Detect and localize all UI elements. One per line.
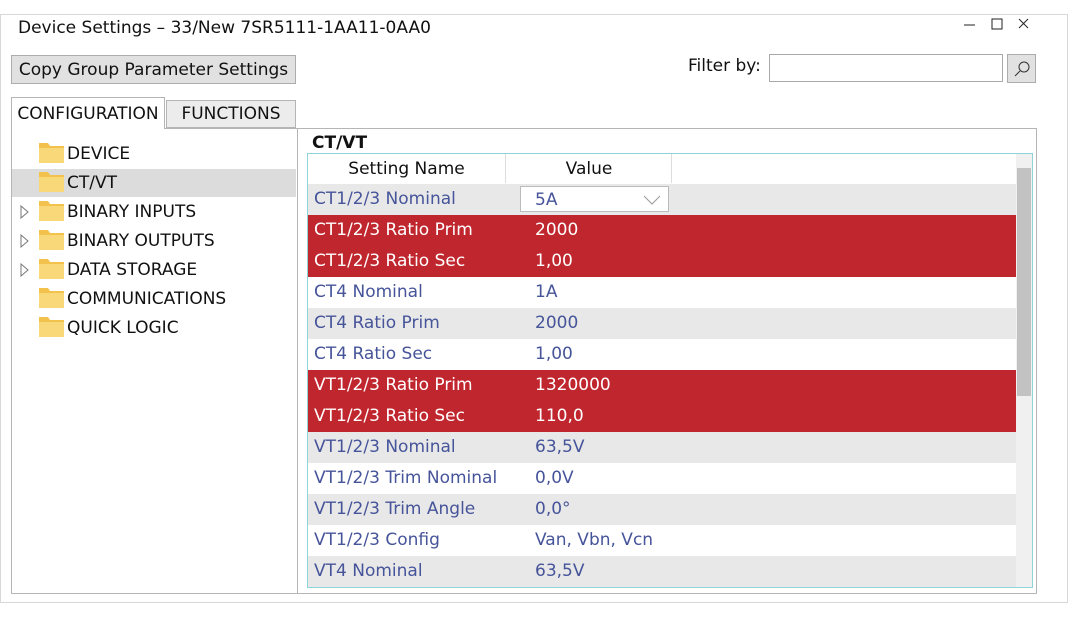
setting-value: 63,5V <box>535 561 585 581</box>
grid-row[interactable]: CT1/2/3 Nominal 5A <box>308 184 1016 215</box>
column-header[interactable]: Value <box>507 154 672 183</box>
expand-arrow[interactable] <box>20 205 30 219</box>
setting-value: 1,00 <box>535 251 573 271</box>
column-header[interactable]: Setting Name <box>308 154 506 183</box>
panel-title: CT/VT <box>312 133 368 153</box>
search-icon <box>1014 61 1029 76</box>
value-dropdown[interactable]: 5A <box>520 186 669 212</box>
grid-row[interactable]: VT1/2/3 Trim Nominal 0,0V <box>308 463 1016 494</box>
tab[interactable]: CONFIGURATION <box>11 97 165 129</box>
window-frame <box>0 14 1068 603</box>
setting-value: 1320000 <box>535 375 611 395</box>
scrollbar-thumb[interactable] <box>1017 168 1031 396</box>
tree-label[interactable]: BINARY OUTPUTS <box>67 231 215 251</box>
expand-arrow[interactable] <box>20 234 30 248</box>
copy-group-button[interactable]: Copy Group Parameter Settings <box>11 55 296 84</box>
setting-name: VT1/2/3 Ratio Prim <box>314 375 473 395</box>
folder-icon <box>39 172 64 192</box>
setting-name: VT1/2/3 Ratio Sec <box>314 406 465 426</box>
setting-name: VT4 Nominal <box>314 561 423 581</box>
setting-name: CT4 Ratio Prim <box>314 313 440 333</box>
setting-value: 0,0V <box>535 468 574 488</box>
close-button[interactable] <box>1018 18 1029 29</box>
setting-name: CT4 Ratio Sec <box>314 344 433 364</box>
setting-value: 2000 <box>535 313 579 333</box>
tree-label[interactable]: QUICK LOGIC <box>67 318 179 338</box>
folder-icon <box>39 259 64 279</box>
setting-name: CT1/2/3 Nominal <box>314 189 456 209</box>
grid-row[interactable]: CT4 Ratio Prim 2000 <box>308 308 1016 339</box>
setting-value: Van, Vbn, Vcn <box>535 530 654 550</box>
dropdown-arrow <box>643 195 661 205</box>
tree-item[interactable]: BINARY INPUTS <box>12 198 296 226</box>
tree-item[interactable]: CT/VT <box>12 169 296 197</box>
setting-name: VT1/2/3 Config <box>314 530 440 550</box>
setting-name: CT1/2/3 Ratio Prim <box>314 220 473 240</box>
grid-row[interactable]: CT4 Nominal 1A <box>308 277 1016 308</box>
window-controls <box>964 18 1029 30</box>
setting-value: 5A <box>535 190 558 210</box>
grid-row[interactable]: CT1/2/3 Ratio Sec 1,00 <box>308 246 1016 277</box>
settings-grid <box>307 153 1033 588</box>
maximize-button[interactable] <box>991 18 1003 30</box>
grid-row[interactable]: VT4 Nominal 63,5V <box>308 556 1016 587</box>
setting-name: VT1/2/3 Trim Nominal <box>314 468 498 488</box>
folder-icon <box>39 143 64 163</box>
filter-label: Filter by: <box>688 56 761 76</box>
content-panel <box>297 128 1037 594</box>
tree-label[interactable]: BINARY INPUTS <box>67 202 197 222</box>
grid-row[interactable]: VT1/2/3 Trim Angle 0,0° <box>308 494 1016 525</box>
setting-value: 63,5V <box>535 437 585 457</box>
tree-item[interactable]: QUICK LOGIC <box>12 314 296 342</box>
tree-item[interactable]: DEVICE <box>12 140 296 168</box>
grid-row[interactable]: VT1/2/3 Nominal 63,5V <box>308 432 1016 463</box>
setting-name: VT1/2/3 Trim Angle <box>314 499 476 519</box>
setting-value: 1A <box>535 282 558 302</box>
setting-name: CT4 Nominal <box>314 282 423 302</box>
folder-icon <box>39 317 64 337</box>
grid-row[interactable]: VT1/2/3 Ratio Prim 1320000 <box>308 370 1016 401</box>
window-title: Device Settings – 33/New 7SR5111-1AA11-0… <box>18 18 431 38</box>
setting-value: 2000 <box>535 220 579 240</box>
filter-input[interactable] <box>769 54 1003 82</box>
setting-name: CT1/2/3 Ratio Sec <box>314 251 466 271</box>
grid-row[interactable]: CT4 Ratio Sec 1,00 <box>308 339 1016 370</box>
setting-value: 1,00 <box>535 344 573 364</box>
folder-icon <box>39 288 64 308</box>
scrollbar[interactable] <box>1016 154 1032 587</box>
tree-item[interactable]: DATA STORAGE <box>12 256 296 284</box>
tree-item[interactable]: BINARY OUTPUTS <box>12 227 296 255</box>
grid-row[interactable]: VT1/2/3 Ratio Sec 110,0 <box>308 401 1016 432</box>
folder-icon <box>39 230 64 250</box>
grid-row[interactable]: VT1/2/3 Config Van, Vbn, Vcn <box>308 525 1016 556</box>
setting-name: VT1/2/3 Nominal <box>314 437 456 457</box>
tree-label[interactable]: DATA STORAGE <box>67 260 198 280</box>
tree-label[interactable]: DEVICE <box>67 144 131 164</box>
setting-value: 0,0° <box>535 499 571 519</box>
folder-icon <box>39 201 64 221</box>
search-button[interactable] <box>1007 54 1036 83</box>
tree-label[interactable]: COMMUNICATIONS <box>67 289 227 309</box>
tree-label[interactable]: CT/VT <box>67 173 117 193</box>
tree-item[interactable]: COMMUNICATIONS <box>12 285 296 313</box>
setting-value: 110,0 <box>535 406 584 426</box>
tab[interactable]: FUNCTIONS <box>166 100 296 128</box>
grid-row[interactable]: CT1/2/3 Ratio Prim 2000 <box>308 215 1016 246</box>
expand-arrow[interactable] <box>20 263 30 277</box>
